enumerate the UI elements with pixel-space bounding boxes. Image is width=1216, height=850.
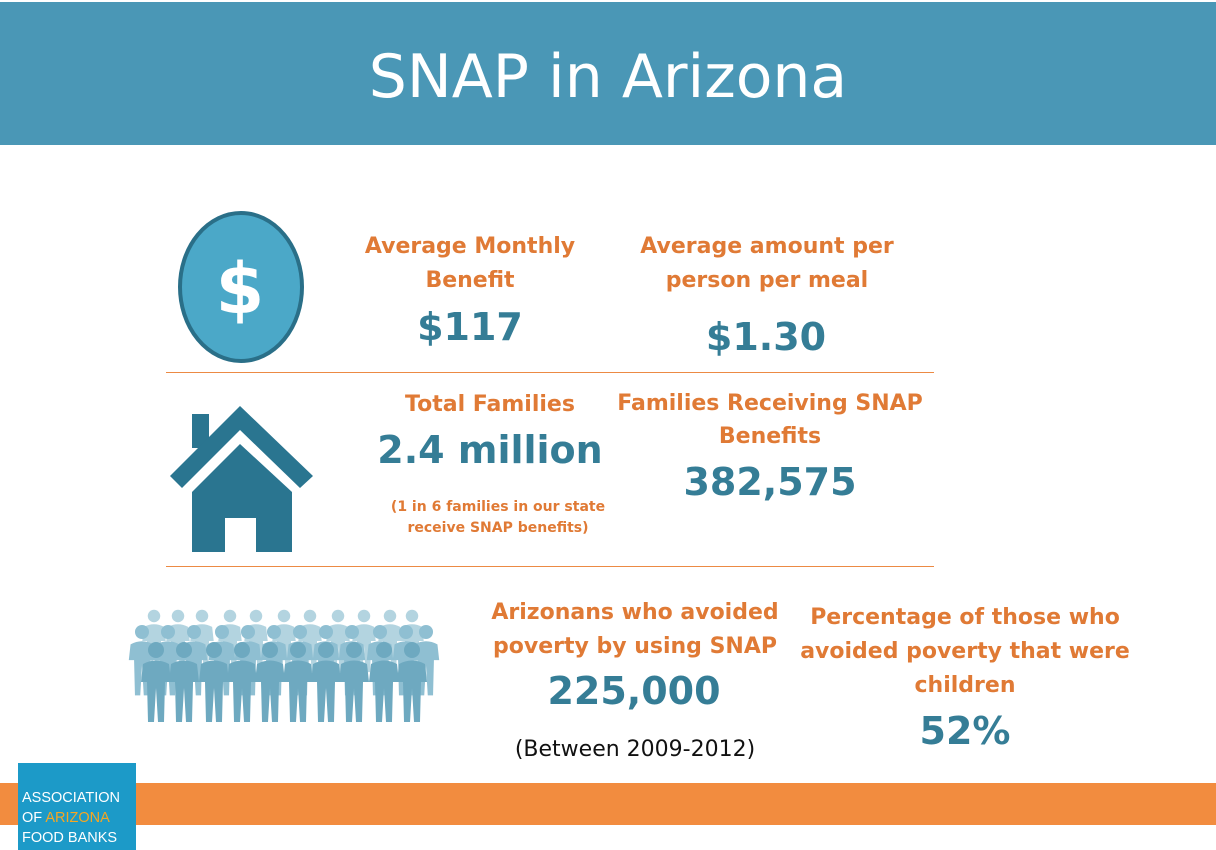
logo-line-3: FOOD BANKS: [22, 830, 118, 846]
children-percent-value: 52%: [919, 709, 1011, 753]
person-silhouette: [199, 642, 229, 722]
avoided-poverty-value: 225,000: [547, 669, 721, 713]
dollar-symbol: $: [216, 248, 265, 330]
logo-line-2-accent: ARIZONA: [45, 810, 110, 826]
avg-monthly-benefit-value: $117: [417, 305, 523, 349]
children-percent-label-2: avoided poverty that were: [800, 639, 1130, 664]
avg-per-meal-label-2: person per meal: [665, 268, 869, 293]
page-title: SNAP in Arizona: [368, 42, 848, 112]
avg-per-meal-value: $1.30: [705, 315, 827, 359]
families-receiving-value: 382,575: [683, 460, 857, 504]
families-receiving-label-2: Benefits: [718, 424, 822, 449]
divider-2: [166, 566, 934, 567]
avoided-poverty-label-1: Arizonans who avoided: [491, 600, 779, 625]
divider-1: [166, 372, 934, 373]
person-silhouette: [169, 642, 199, 722]
total-families-note-1: (1 in 6 families in our state: [390, 499, 606, 515]
avg-monthly-benefit-label-1: Average Monthly: [364, 234, 576, 259]
person-silhouette: [283, 642, 313, 722]
footer-bar: [0, 783, 1216, 825]
crowd-icon: [128, 609, 440, 722]
person-silhouette: [255, 642, 285, 722]
person-silhouette: [227, 642, 257, 722]
avg-monthly-benefit-label-2: Benefit: [425, 268, 515, 293]
dollar-coin-icon: $: [178, 211, 304, 363]
avoided-poverty-label-2: poverty by using SNAP: [492, 634, 777, 659]
avg-per-meal-label-1: Average amount per: [640, 234, 894, 259]
logo: ASSOCIATION OF ARIZONA FOOD BANKS: [18, 763, 136, 850]
house-icon: [170, 406, 313, 552]
person-silhouette: [339, 642, 369, 722]
total-families-note-2: receive SNAP benefits): [407, 520, 589, 536]
person-silhouette: [311, 642, 341, 722]
avoided-poverty-period: (Between 2009-2012): [514, 737, 756, 762]
logo-line-1: ASSOCIATION: [22, 790, 121, 806]
person-silhouette: [141, 642, 171, 722]
total-families-label: Total Families: [405, 392, 575, 417]
children-percent-label-3: children: [914, 673, 1016, 698]
title-banner: SNAP in Arizona: [0, 2, 1216, 145]
families-receiving-label-1: Families Receiving SNAP: [617, 391, 923, 416]
logo-line-2: OF ARIZONA: [22, 808, 110, 828]
person-silhouette: [397, 642, 427, 722]
person-silhouette: [369, 642, 399, 722]
total-families-value: 2.4 million: [377, 428, 603, 472]
children-percent-label-1: Percentage of those who: [810, 605, 1120, 630]
logo-line-2-prefix: OF: [22, 810, 46, 826]
